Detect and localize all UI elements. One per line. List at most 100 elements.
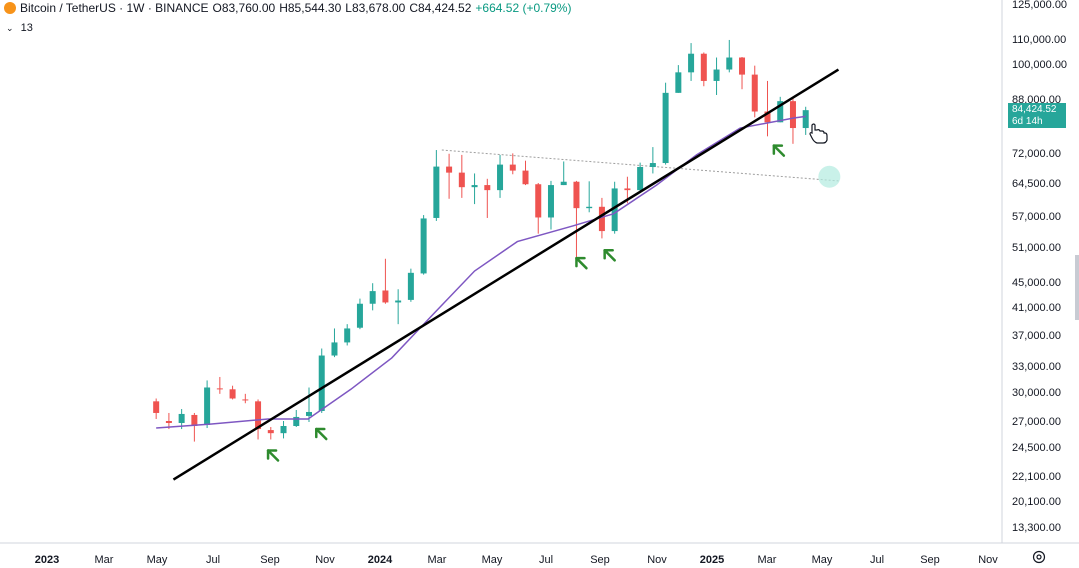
time-tick-label: 2025 <box>700 554 724 566</box>
candle <box>547 180 554 230</box>
time-tick-label: Sep <box>590 554 610 566</box>
green-arrow-icon <box>575 256 588 270</box>
candle <box>764 80 771 137</box>
price-tick-label: 41,000.00 <box>1012 302 1061 314</box>
ohlc-high: H85,544.30 <box>279 1 342 15</box>
candle-body <box>611 188 618 232</box>
candle <box>216 376 223 394</box>
candle-body <box>586 206 593 209</box>
candle-body <box>242 399 249 401</box>
candle <box>204 380 211 429</box>
grid <box>0 0 1079 544</box>
candle <box>331 328 338 358</box>
arrow-shaft <box>315 427 328 441</box>
settings-icon[interactable] <box>1032 550 1046 564</box>
arrow-shaft <box>266 449 280 462</box>
price-tick-label: 64,500.00 <box>1012 178 1061 190</box>
candle-body <box>751 74 758 112</box>
price-tick-label: 27,000.00 <box>1012 416 1061 428</box>
time-tick-label: 2024 <box>368 554 393 566</box>
candle-body <box>777 101 784 123</box>
arrow-head <box>266 449 278 460</box>
candle-body <box>433 166 440 218</box>
trendline-layer <box>172 68 840 481</box>
time-tick-label: May <box>147 554 168 566</box>
candle <box>344 324 351 346</box>
time-tick-label: 2023 <box>35 554 59 566</box>
arrow-head <box>315 427 326 439</box>
candle-body <box>204 387 211 425</box>
candle-body <box>789 101 796 129</box>
price-tick-label: 125,000.00 <box>1012 0 1067 11</box>
candle-body <box>165 421 172 423</box>
time-tick-label: Jul <box>870 554 884 566</box>
candle <box>662 82 669 165</box>
candle <box>598 197 605 239</box>
candle-body <box>497 164 504 191</box>
candle <box>713 57 720 95</box>
candle-body <box>739 57 746 75</box>
candle <box>242 393 249 404</box>
arrow-head <box>575 256 586 268</box>
chevron-down-icon[interactable]: ⌄ <box>6 23 14 33</box>
candle-body <box>598 206 605 232</box>
candle-body <box>700 53 707 81</box>
candle-body <box>522 170 529 185</box>
scrollbar <box>1075 255 1079 320</box>
candle-body <box>191 414 198 427</box>
hand-pointer-outline <box>809 123 828 144</box>
candle-body <box>369 291 376 304</box>
candle <box>458 154 465 198</box>
hand-pointer-shape <box>809 123 828 144</box>
candle <box>484 178 491 218</box>
candle <box>382 258 389 304</box>
price-tick-label: 100,000.00 <box>1012 59 1067 71</box>
time-tick-label: Jul <box>539 554 553 566</box>
indicator-legend[interactable]: ⌄ 13 <box>6 22 33 34</box>
ohlc-open: O83,760.00 <box>212 1 276 15</box>
price-axis: 125,000.00110,000.00100,000.0088,000.007… <box>1012 0 1067 534</box>
candle-body <box>216 388 223 390</box>
hand-pointer-icon <box>809 123 828 144</box>
bitcoin-logo-icon <box>4 2 16 14</box>
candle-body <box>675 72 682 93</box>
ohlc-close: C84,424.52 <box>409 1 472 15</box>
moving-average-line <box>156 115 806 429</box>
time-tick-label: Nov <box>315 554 335 566</box>
time-tick-label: Mar <box>95 554 114 566</box>
candle-body <box>547 185 554 218</box>
candle-body <box>344 328 351 343</box>
candle <box>509 153 516 175</box>
candle-body <box>802 110 809 129</box>
chart-header: Bitcoin / TetherUS · 1W · BINANCE O83,76… <box>4 1 571 15</box>
candle-body <box>484 185 491 191</box>
candle <box>751 65 758 118</box>
candle-body <box>458 172 465 188</box>
moving-average-layer <box>156 115 806 429</box>
time-tick-label: Nov <box>647 554 667 566</box>
candle-body <box>573 181 580 209</box>
arrow-head <box>772 144 784 155</box>
price-tick-label: 33,000.00 <box>1012 361 1061 373</box>
candle <box>318 348 325 413</box>
time-axis: 2023 Mar May Jul Sep Nov 2024 Mar May Jul Sep Nov 20… <box>35 554 999 566</box>
last-price: 84,424.52 <box>1012 104 1057 115</box>
candle <box>739 57 746 90</box>
candle-body <box>382 290 389 303</box>
symbol-label[interactable]: Bitcoin / TetherUS · 1W · BINANCE <box>20 1 209 15</box>
candle <box>675 65 682 93</box>
arrow-shaft <box>772 144 786 157</box>
candle <box>777 96 784 123</box>
price-tick-label: 110,000.00 <box>1012 34 1066 46</box>
candle <box>420 215 427 275</box>
candle-body <box>535 184 542 218</box>
price-tick-label: 51,000.00 <box>1012 242 1061 254</box>
arrow-shaft <box>603 249 616 262</box>
candle <box>446 153 453 199</box>
candle-body <box>471 185 478 188</box>
price-tick-label: 20,100.00 <box>1012 496 1061 508</box>
candle <box>191 412 198 442</box>
time-tick-label: Nov <box>978 554 998 566</box>
candle <box>497 154 504 198</box>
